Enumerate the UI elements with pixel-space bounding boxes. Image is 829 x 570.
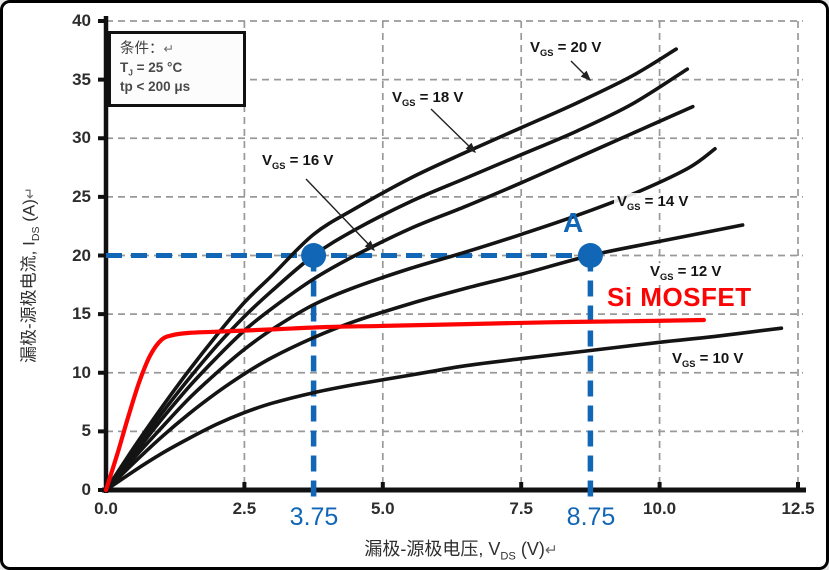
- condition-pulse-width: tp < 200 μs: [120, 79, 191, 95]
- curve-label-vgs-18: VGS = 18 V: [389, 89, 467, 108]
- y-tick-label: 35: [72, 69, 91, 89]
- guide-value-3-75: 3.75: [289, 503, 339, 531]
- y-tick-mark: [98, 136, 107, 141]
- x-tick-mark: [519, 482, 524, 491]
- x-axis-title: 漏极-源极电压, VDS (V)↵: [364, 539, 558, 563]
- arrow-vgs-16: [305, 178, 375, 252]
- curve-20v: [104, 47, 678, 492]
- curve-18v: [104, 67, 690, 492]
- x-tick-label: 10.0: [643, 499, 677, 518]
- conditions-box: 条件：↵ TJ = 25 °C tp < 200 μs: [108, 31, 246, 108]
- curve-16v: [104, 104, 695, 492]
- y-tick-label: 15: [72, 304, 91, 324]
- y-tick-label: 40: [72, 11, 91, 30]
- point-a-marker: [577, 243, 603, 268]
- return-mark-icon: ↵: [22, 187, 39, 200]
- curve-label-vgs-20: VGS = 20 V: [527, 39, 605, 58]
- conditions-title: 条件：↵: [120, 41, 174, 57]
- return-mark-icon: ↵: [544, 542, 558, 559]
- x-tick-mark: [242, 482, 247, 491]
- y-tick-label: 25: [72, 186, 91, 206]
- y-tick-mark: [98, 488, 107, 492]
- y-tick-label: 5: [81, 421, 91, 441]
- y-tick-mark: [98, 19, 107, 23]
- x-tick-mark: [796, 482, 800, 491]
- x-tick-label: 5.0: [370, 499, 395, 518]
- curve-label-vgs-12: VGS = 12 V: [647, 263, 725, 282]
- x-tick-label: 2.5: [232, 499, 257, 518]
- guide-value-8-75: 8.75: [566, 503, 616, 531]
- y-tick-label: 0: [81, 480, 91, 499]
- point-a-label: A: [563, 207, 584, 238]
- curve-label-vgs-16: VGS = 16 V: [259, 152, 337, 171]
- y-tick-mark: [98, 77, 107, 82]
- y-tick-mark: [98, 253, 107, 258]
- x-tick-mark: [657, 482, 662, 491]
- arrow-vgs-20: [570, 60, 591, 81]
- y-axis-title: 漏极-源极电流, IDS (A)↵: [19, 187, 42, 363]
- y-tick-mark: [98, 370, 107, 375]
- plot-canvas: [98, 16, 806, 502]
- x-tick-label: 12.5: [781, 499, 815, 518]
- curve-label-vgs-14: VGS = 14 V: [614, 193, 692, 212]
- curve-14v: [104, 147, 717, 492]
- curve-10v: [104, 326, 784, 492]
- curve-label-vgs-10: VGS = 10 V: [669, 350, 747, 369]
- y-tick-mark: [98, 312, 107, 317]
- x-tick-mark: [380, 482, 385, 491]
- y-tick-mark: [98, 194, 107, 199]
- y-tick-label: 10: [72, 362, 91, 382]
- si-mosfet-label: Si MOSFET: [607, 282, 752, 312]
- y-tick-mark: [98, 429, 107, 434]
- x-tick-label: 7.5: [509, 499, 534, 518]
- arrow-vgs-18: [430, 108, 477, 153]
- si-mosfet-curve: [103, 317, 706, 493]
- return-mark-icon: ↵: [163, 42, 174, 56]
- x-tick-label: 0.0: [94, 499, 118, 518]
- y-tick-label: 30: [72, 128, 91, 148]
- condition-temperature: TJ = 25 °C: [120, 60, 183, 78]
- y-tick-label: 20: [72, 245, 91, 265]
- point-marker: [301, 243, 327, 268]
